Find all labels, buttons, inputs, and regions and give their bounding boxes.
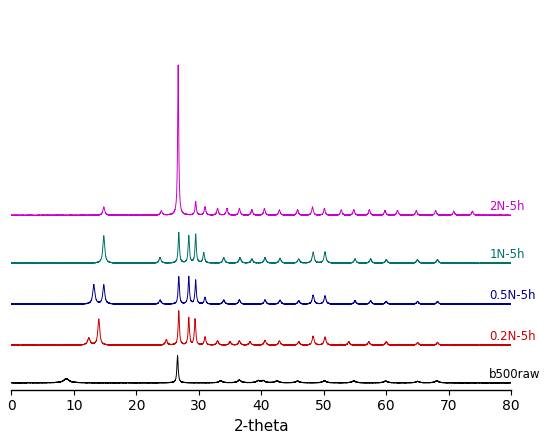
X-axis label: 2-theta: 2-theta — [234, 419, 289, 434]
Text: b500raw: b500raw — [489, 368, 541, 381]
Text: 1N-5h: 1N-5h — [489, 248, 525, 261]
Text: 0.5N-5h: 0.5N-5h — [489, 289, 536, 302]
Text: 2N-5h: 2N-5h — [489, 200, 525, 213]
Text: 0.2N-5h: 0.2N-5h — [489, 330, 536, 343]
